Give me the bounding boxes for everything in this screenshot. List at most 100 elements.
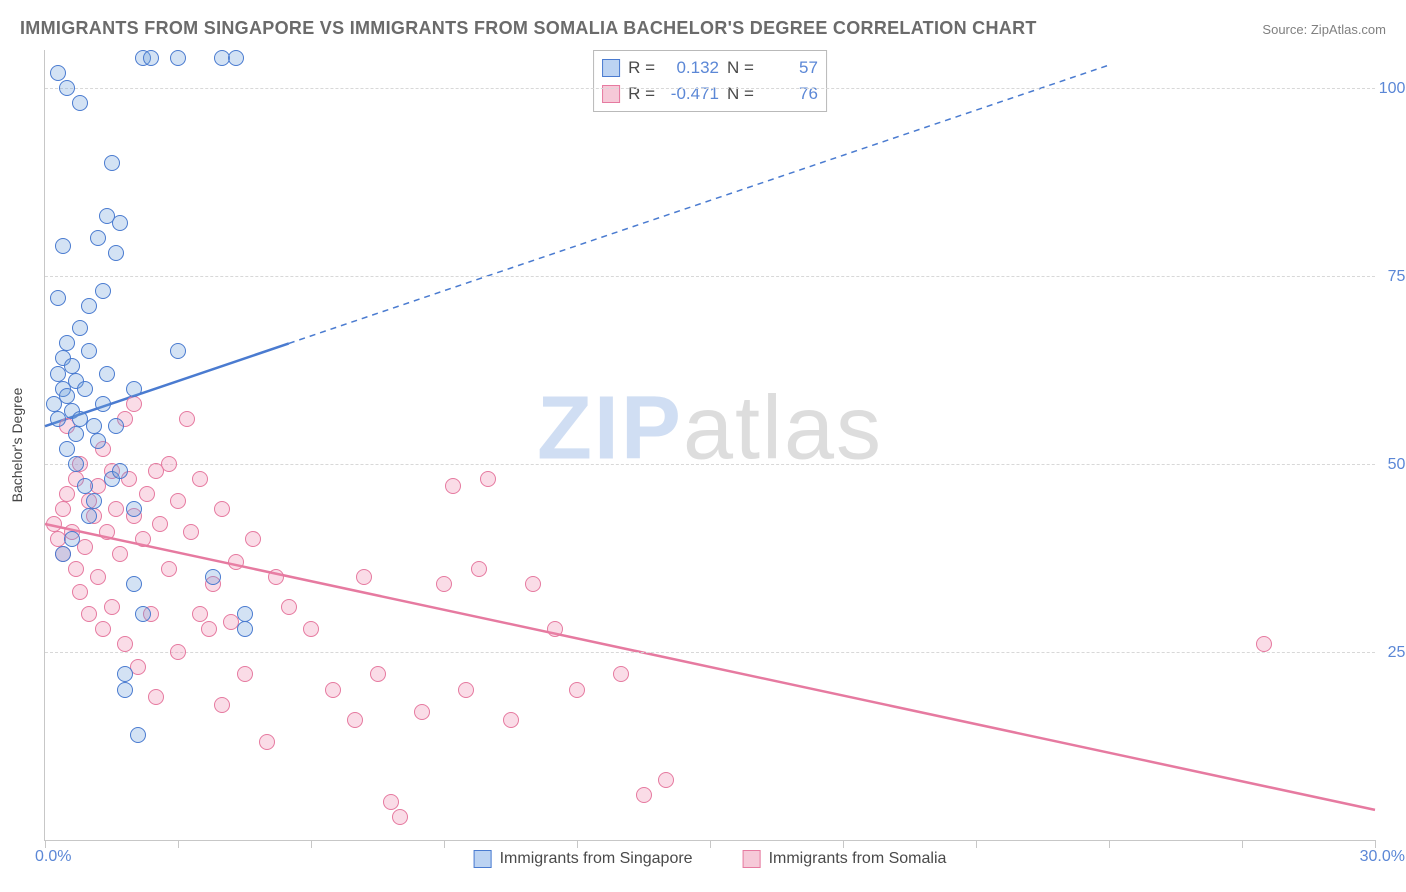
data-point-somalia	[99, 524, 115, 540]
data-point-somalia	[161, 456, 177, 472]
data-point-singapore	[81, 343, 97, 359]
bottom-legend-item-somalia: Immigrants from Somalia	[743, 850, 947, 868]
data-point-singapore	[237, 606, 253, 622]
y-tick-label: 100.0%	[1379, 80, 1406, 98]
data-point-somalia	[117, 636, 133, 652]
data-point-somalia	[108, 501, 124, 517]
x-tick	[976, 840, 977, 848]
data-point-singapore	[50, 65, 66, 81]
x-tick	[311, 840, 312, 848]
data-point-somalia	[458, 682, 474, 698]
data-point-singapore	[170, 343, 186, 359]
data-point-singapore	[108, 418, 124, 434]
data-point-singapore	[68, 456, 84, 472]
data-point-somalia	[183, 524, 199, 540]
x-axis-min-label: 0.0%	[35, 848, 71, 866]
x-tick	[1109, 840, 1110, 848]
data-point-singapore	[99, 366, 115, 382]
data-point-singapore	[126, 381, 142, 397]
data-point-singapore	[228, 50, 244, 66]
x-tick	[1375, 840, 1376, 848]
data-point-singapore	[90, 230, 106, 246]
data-point-somalia	[192, 606, 208, 622]
data-point-somalia	[90, 569, 106, 585]
data-point-somalia	[445, 478, 461, 494]
gridline: 50.0%	[45, 464, 1375, 465]
data-point-singapore	[104, 155, 120, 171]
data-point-somalia	[72, 584, 88, 600]
data-point-somalia	[139, 486, 155, 502]
data-point-singapore	[59, 335, 75, 351]
x-tick	[178, 840, 179, 848]
data-point-somalia	[383, 794, 399, 810]
data-point-singapore	[117, 682, 133, 698]
legend-N-label: N =	[727, 58, 754, 78]
data-point-somalia	[471, 561, 487, 577]
bottom-swatch-singapore	[474, 850, 492, 868]
x-tick	[710, 840, 711, 848]
data-point-singapore	[135, 606, 151, 622]
x-axis-max-label: 30.0%	[1360, 848, 1405, 866]
data-point-singapore	[112, 215, 128, 231]
data-point-somalia	[46, 516, 62, 532]
data-point-singapore	[130, 727, 146, 743]
data-point-somalia	[152, 516, 168, 532]
plot-area: ZIPatlas R = 0.132 N = 57 R = -0.471 N =…	[44, 50, 1375, 841]
legend-row-singapore: R = 0.132 N = 57	[602, 55, 818, 81]
data-point-somalia	[480, 471, 496, 487]
data-point-somalia	[81, 606, 97, 622]
data-point-somalia	[414, 704, 430, 720]
y-tick-label: 25.0%	[1388, 644, 1406, 662]
data-point-singapore	[68, 426, 84, 442]
chart-title: IMMIGRANTS FROM SINGAPORE VS IMMIGRANTS …	[20, 18, 1037, 39]
bottom-swatch-somalia	[743, 850, 761, 868]
data-point-singapore	[77, 381, 93, 397]
y-tick-label: 50.0%	[1388, 456, 1406, 474]
data-point-somalia	[569, 682, 585, 698]
data-point-singapore	[86, 493, 102, 509]
x-tick	[1242, 840, 1243, 848]
x-tick	[843, 840, 844, 848]
data-point-singapore	[50, 290, 66, 306]
gridline: 25.0%	[45, 652, 1375, 653]
data-point-somalia	[547, 621, 563, 637]
data-point-somalia	[1256, 636, 1272, 652]
data-point-somalia	[68, 561, 84, 577]
gridline: 75.0%	[45, 276, 1375, 277]
data-point-somalia	[179, 411, 195, 427]
data-point-singapore	[237, 621, 253, 637]
data-point-somalia	[356, 569, 372, 585]
data-point-somalia	[95, 621, 111, 637]
data-point-singapore	[59, 441, 75, 457]
data-point-singapore	[64, 531, 80, 547]
data-point-somalia	[347, 712, 363, 728]
correlation-legend-box: R = 0.132 N = 57 R = -0.471 N = 76	[593, 50, 827, 112]
data-point-somalia	[161, 561, 177, 577]
data-point-singapore	[126, 576, 142, 592]
data-point-somalia	[55, 501, 71, 517]
legend-row-somalia: R = -0.471 N = 76	[602, 81, 818, 107]
data-point-somalia	[392, 809, 408, 825]
data-point-somalia	[268, 569, 284, 585]
data-point-somalia	[214, 697, 230, 713]
data-point-singapore	[143, 50, 159, 66]
data-point-somalia	[104, 599, 120, 615]
data-point-somalia	[170, 493, 186, 509]
data-point-singapore	[81, 298, 97, 314]
data-point-singapore	[72, 95, 88, 111]
data-point-singapore	[108, 245, 124, 261]
data-point-singapore	[55, 238, 71, 254]
data-point-somalia	[325, 682, 341, 698]
data-point-somalia	[59, 486, 75, 502]
data-point-singapore	[72, 320, 88, 336]
data-point-somalia	[370, 666, 386, 682]
data-point-somalia	[112, 546, 128, 562]
data-point-somalia	[237, 666, 253, 682]
data-point-singapore	[77, 478, 93, 494]
data-point-somalia	[636, 787, 652, 803]
data-point-singapore	[117, 666, 133, 682]
data-point-somalia	[525, 576, 541, 592]
data-point-singapore	[95, 396, 111, 412]
data-point-somalia	[503, 712, 519, 728]
data-point-singapore	[59, 388, 75, 404]
